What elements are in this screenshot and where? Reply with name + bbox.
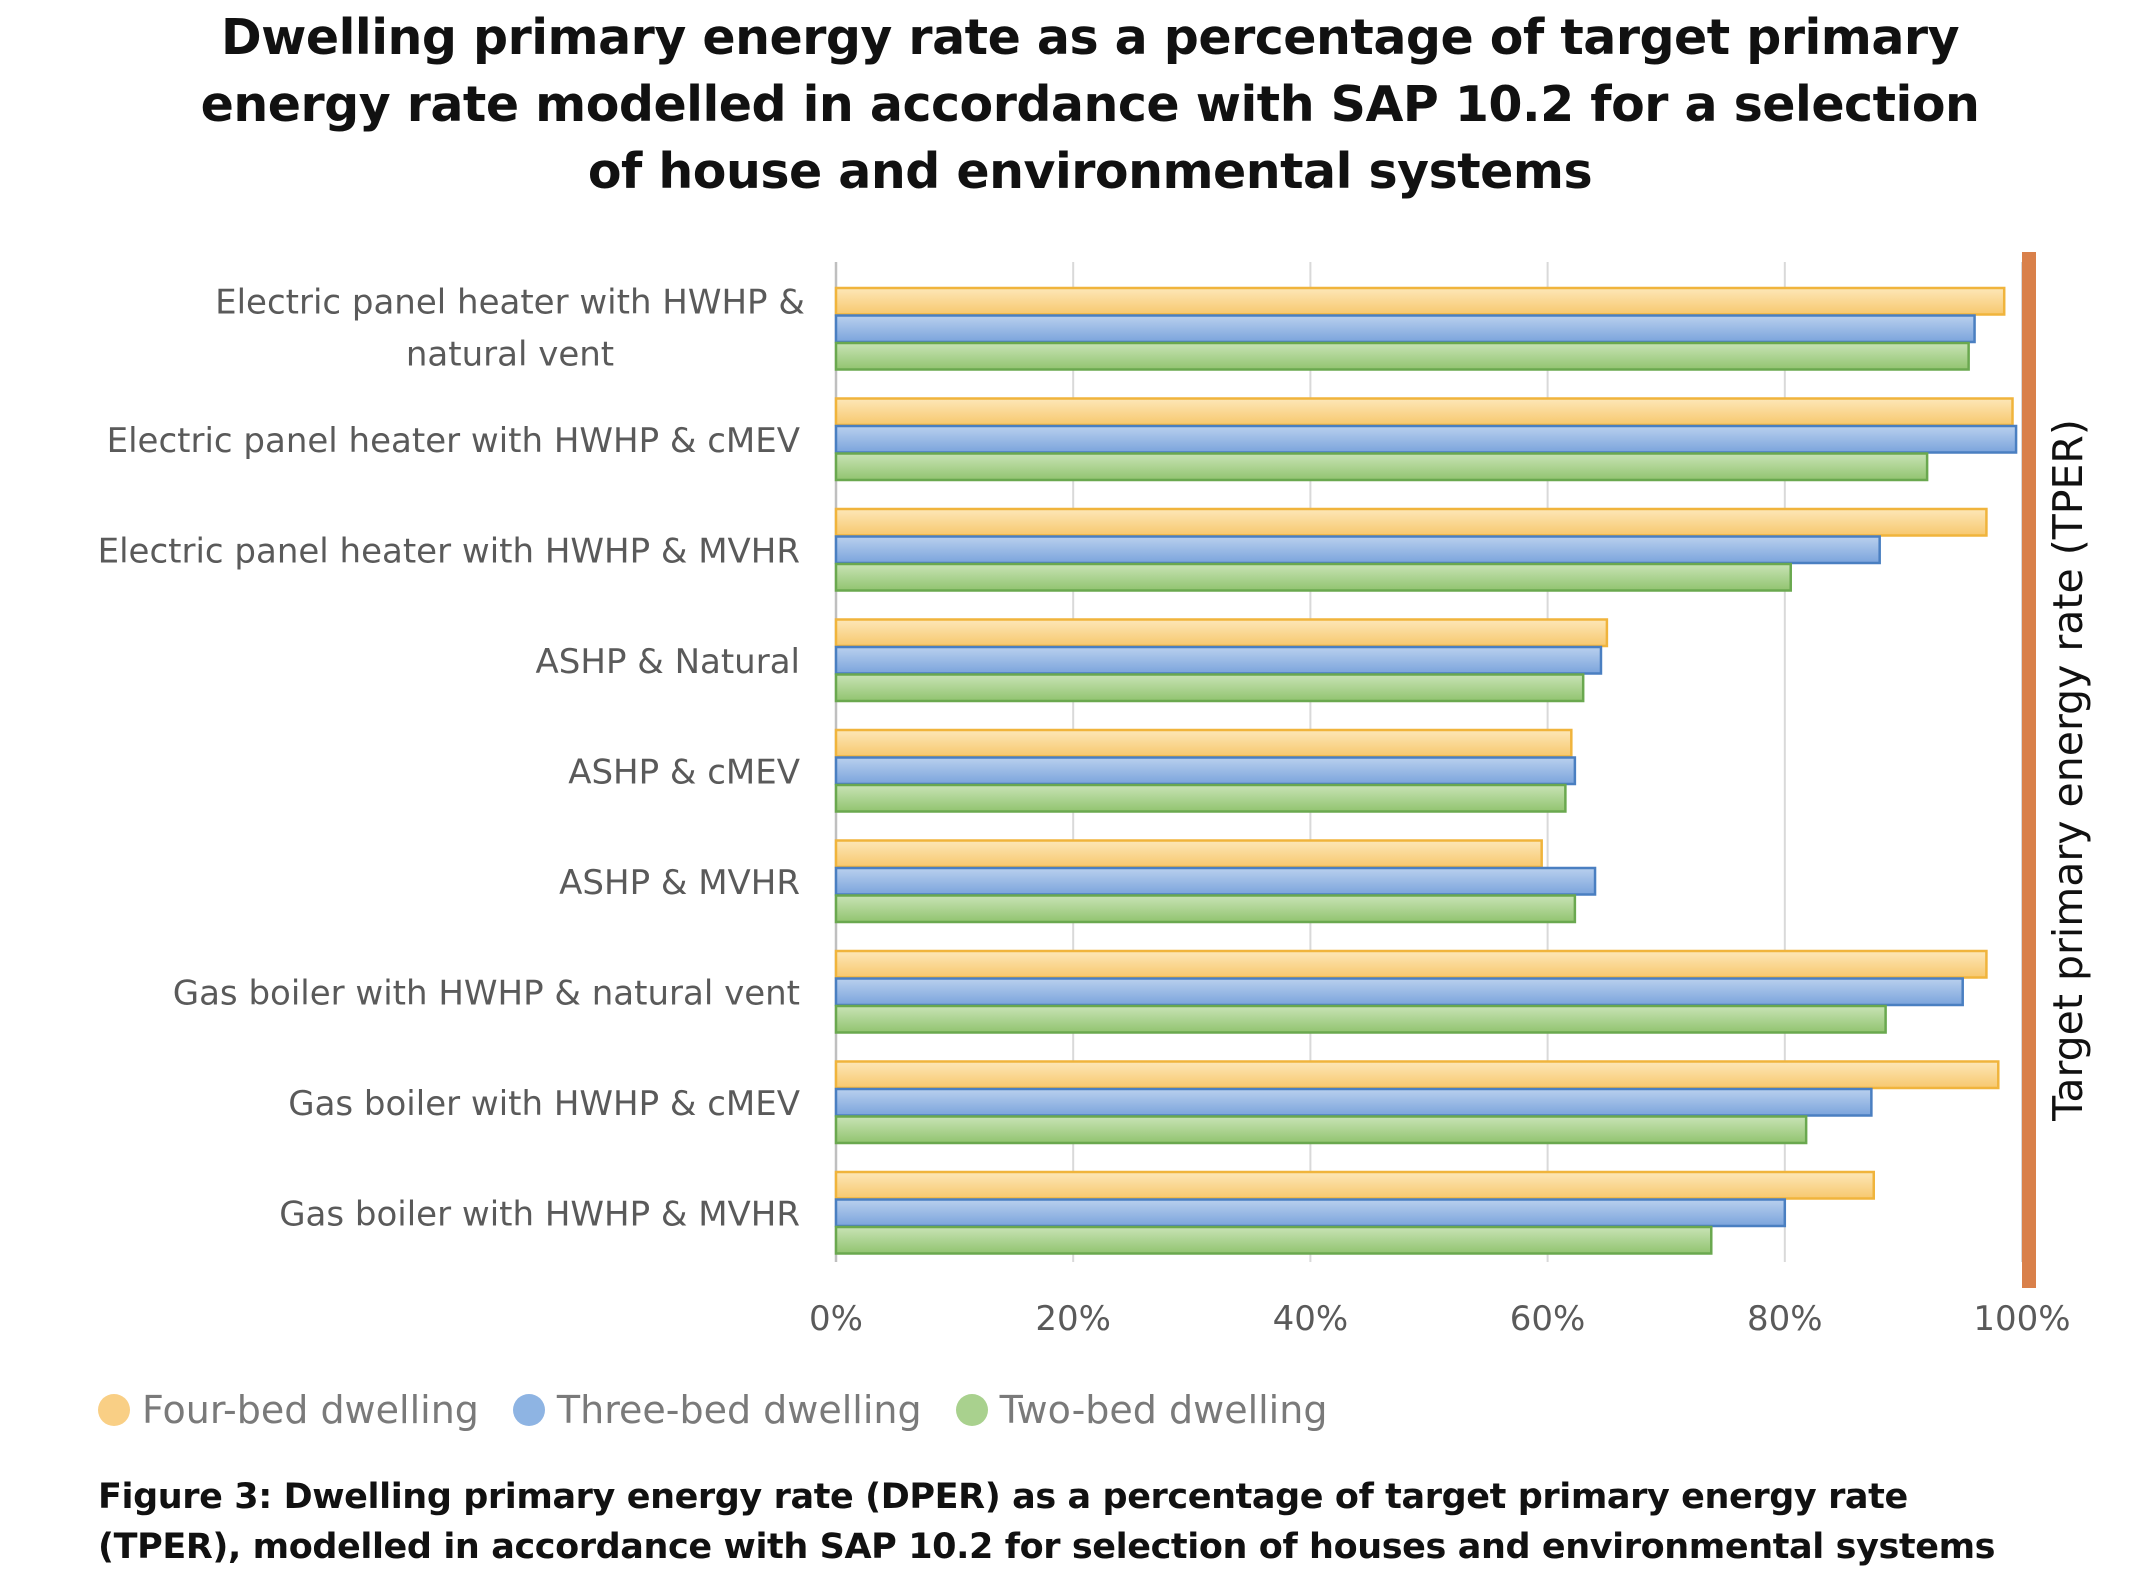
category-label: ASHP & Natural [536,642,800,682]
legend: Four-bed dwelling Three-bed dwelling Two… [98,1388,1361,1432]
bar-four-bed [834,286,2006,316]
x-tick-label: 40% [1273,1299,1349,1339]
bars [834,286,2018,1255]
x-tick-label: 100% [1973,1299,2070,1339]
x-tick-label: 20% [1035,1299,1111,1339]
bar-three-bed [834,1087,1873,1117]
bar-three-bed [834,977,1964,1007]
bar-two-bed [834,783,1567,813]
bar-two-bed [834,894,1577,924]
bar-two-bed [834,1115,1808,1145]
category-label: ASHP & MVHR [559,863,800,903]
bar-three-bed [834,645,1603,675]
bar-three-bed [834,535,1881,565]
figure-caption: Figure 3: Dwelling primary energy rate (… [98,1477,1996,1567]
bar-two-bed [834,1225,1713,1255]
bar-four-bed [834,507,1988,537]
bar-two-bed [834,562,1792,592]
bar-two-bed [834,1004,1887,1034]
legend-label-four-bed: Four-bed dwelling [142,1388,479,1432]
legend-swatch-four-bed [98,1394,130,1426]
x-tick-labels: 0% 20% 40% 60% 80% 100% [809,1299,2071,1339]
bar-four-bed [834,618,1609,648]
category-label: Electric panel heater with HWHP & MVHR [98,531,800,571]
legend-swatch-two-bed [955,1394,988,1426]
category-label: Gas boiler with HWHP & natural vent [173,973,800,1013]
bar-three-bed [834,866,1597,896]
bar-four-bed [834,728,1573,758]
category-label: Gas boiler with HWHP & cMEV [288,1084,800,1124]
category-label: Electric panel heater with HWHP & natural… [215,282,805,374]
bar-two-bed [834,452,1929,482]
bar-three-bed [834,314,1976,344]
bar-four-bed [834,1060,2000,1090]
category-label: Electric panel heater with HWHP & cMEV [107,421,800,461]
bar-two-bed [834,341,1970,371]
legend-label-two-bed: Two-bed dwelling [999,1388,1328,1432]
legend-item-four-bed: Four-bed dwelling [98,1388,479,1432]
tper-label: Target primary energy rate (TPER) [2044,419,2092,1122]
x-tick-label: 80% [1747,1299,1823,1339]
bar-three-bed [834,1198,1787,1228]
legend-label-three-bed: Three-bed dwelling [556,1388,922,1432]
category-labels: Electric panel heater with HWHP & natural… [98,282,805,1234]
bar-four-bed [834,839,1543,869]
chart-title: Dwelling primary energy rate as a percen… [200,9,1980,200]
bar-four-bed [834,949,1988,979]
bar-four-bed [834,397,2014,427]
x-tick-label: 0% [809,1299,863,1339]
bar-three-bed [834,424,2018,454]
bar-four-bed [834,1170,1875,1200]
x-tick-label: 60% [1510,1299,1586,1339]
legend-item-two-bed: Two-bed dwelling [955,1388,1328,1432]
bar-three-bed [834,756,1577,786]
bar-two-bed [834,673,1585,703]
tper-line [2022,252,2036,1288]
category-label: ASHP & cMEV [568,752,800,792]
category-label: Gas boiler with HWHP & MVHR [279,1194,800,1234]
legend-item-three-bed: Three-bed dwelling [512,1388,922,1432]
reference-line: Target primary energy rate (TPER) [2022,252,2092,1288]
legend-swatch-three-bed [512,1394,545,1426]
